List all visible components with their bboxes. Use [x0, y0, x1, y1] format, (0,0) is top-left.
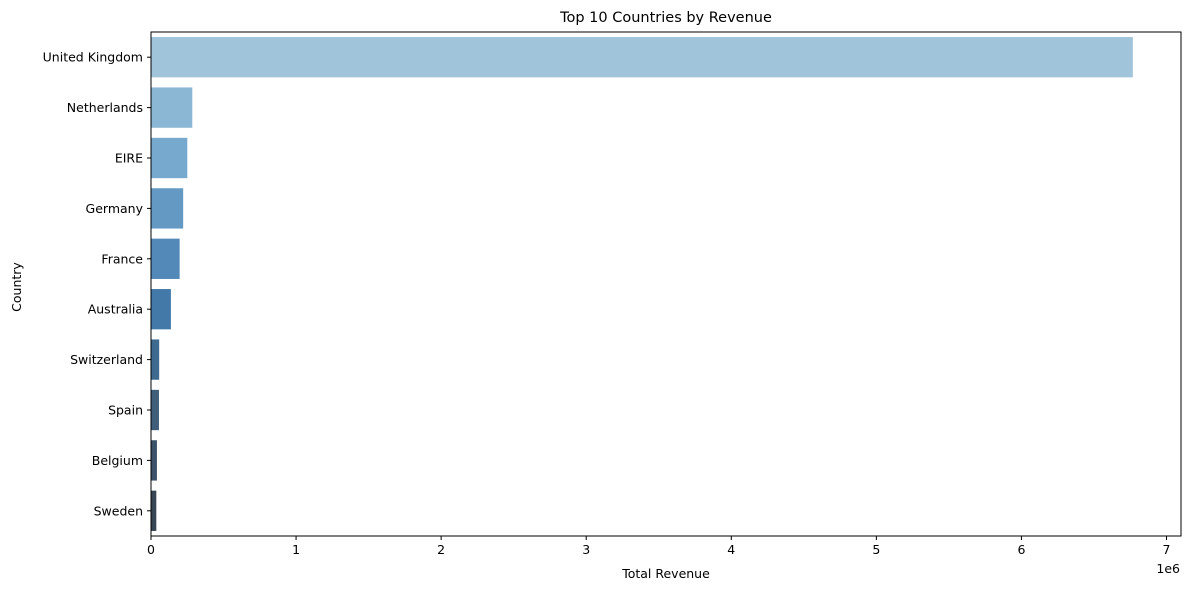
- chart-title: Top 10 Countries by Revenue: [559, 10, 772, 26]
- x-tick-label: 3: [582, 542, 590, 557]
- x-tick-label: 7: [1163, 542, 1171, 557]
- bar-belgium: [151, 440, 157, 481]
- x-tick-label: 2: [437, 542, 445, 557]
- y-axis-title: Country: [9, 262, 24, 312]
- bar-australia: [151, 289, 171, 330]
- x-ticks-group: 0 1 2 3 4 5 6 7: [147, 536, 1170, 557]
- y-tick-label: Belgium: [92, 453, 143, 468]
- plot-frame: [150, 31, 1182, 537]
- y-tick-label: Switzerland: [70, 352, 143, 367]
- y-tick-label: Sweden: [94, 503, 143, 518]
- x-axis-title: Total Revenue: [621, 566, 710, 581]
- bar-eire: [151, 137, 188, 179]
- bar-switzerland: [151, 339, 160, 380]
- x-tick-label: 6: [1017, 542, 1025, 557]
- y-tick-label: France: [101, 251, 143, 266]
- bar-spain: [151, 389, 159, 431]
- y-tick-label: Germany: [86, 201, 144, 216]
- y-tick-label: EIRE: [115, 151, 143, 166]
- y-tick-label: Netherlands: [67, 100, 143, 115]
- bar-netherlands: [151, 87, 193, 128]
- x-tick-label: 0: [147, 542, 155, 557]
- y-tick-label: United Kingdom: [43, 50, 143, 65]
- x-tick-label: 1: [292, 542, 300, 557]
- bars-group: [151, 37, 1133, 531]
- bar-united-kingdom: [151, 37, 1133, 78]
- x-tick-label: 4: [727, 542, 735, 557]
- y-tick-label: Spain: [108, 403, 143, 418]
- bar-france: [151, 238, 180, 279]
- x-tick-label: 5: [872, 542, 880, 557]
- bar-sweden: [151, 490, 157, 531]
- bar-germany: [151, 188, 184, 229]
- y-ticks-group: United Kingdom Netherlands EIRE Germany Fran…: [43, 50, 151, 518]
- y-tick-label: Australia: [88, 302, 143, 317]
- x-offset-label: 1e6: [1156, 561, 1180, 576]
